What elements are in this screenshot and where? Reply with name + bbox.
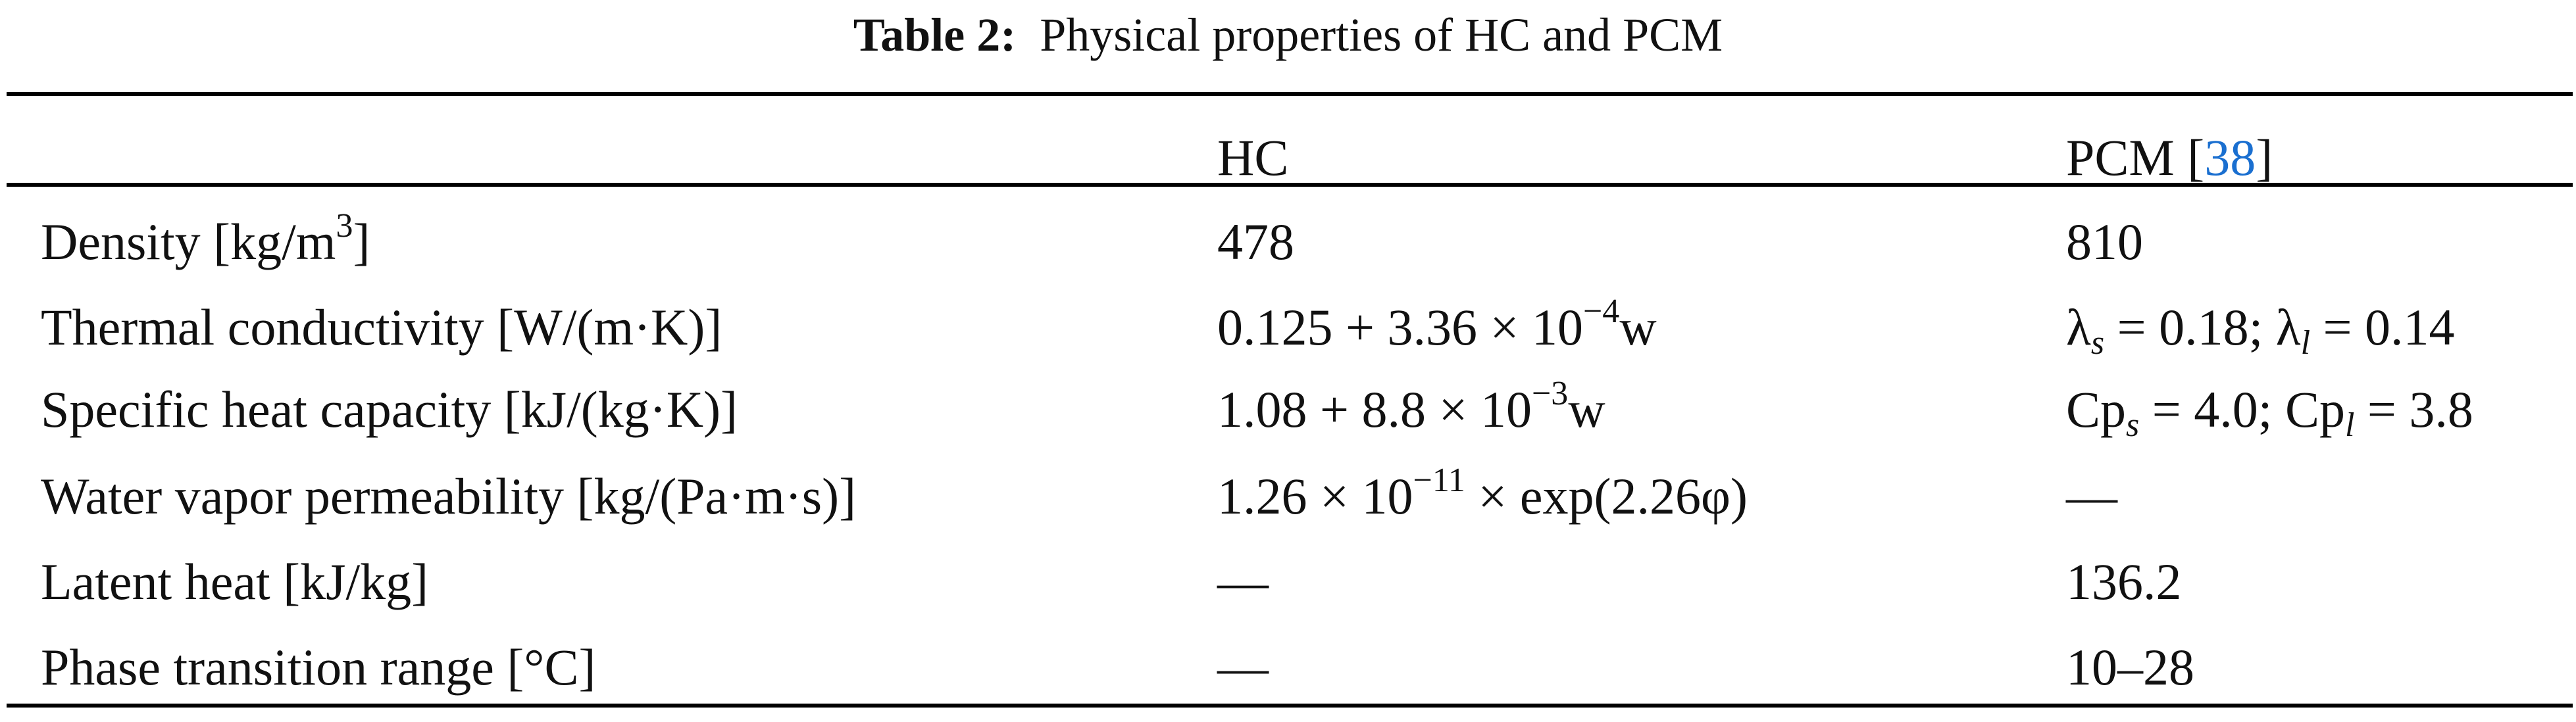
hc-cell: 1.26 × 10−11 × exp(2.26φ) bbox=[1217, 462, 1748, 536]
hc-sup: −4 bbox=[1582, 293, 1620, 330]
property-cell: Thermal conductivity [W/(m·K)] bbox=[41, 299, 722, 356]
citation-link[interactable]: 38 bbox=[2204, 129, 2256, 186]
pcm-value: = 4.0; Cp bbox=[2139, 381, 2345, 438]
property-cell: Latent heat [kJ/kg] bbox=[41, 553, 429, 610]
hc-text: 0.125 + 3.36 × 10 bbox=[1217, 299, 1583, 356]
hc-end: × exp(2.26φ) bbox=[1465, 468, 1748, 525]
pcm-value: = 3.8 bbox=[2354, 381, 2473, 438]
table-row: Density [kg/m3] 478 810 bbox=[0, 207, 2576, 275]
header-hc: HC bbox=[1217, 129, 1289, 186]
pcm-sub: l bbox=[2344, 406, 2355, 444]
pcm-cell: — bbox=[2066, 468, 2117, 525]
pcm-sub: l bbox=[2300, 324, 2311, 362]
pcm-sub: s bbox=[2126, 406, 2140, 444]
pcm-cell: λs = 0.18; λl = 0.14 bbox=[2066, 295, 2455, 367]
hc-sup: −3 bbox=[1531, 375, 1569, 412]
hc-text: 1.26 × 10 bbox=[1217, 468, 1413, 525]
pcm-cell: 810 bbox=[2066, 213, 2143, 270]
property-cell: Density [kg/m3] bbox=[41, 207, 370, 281]
pcm-symbol: λ bbox=[2066, 299, 2091, 356]
header-pcm-label: PCM [ bbox=[2066, 129, 2205, 186]
table-row: Phase transition range [°C] — 10–28 bbox=[0, 635, 2576, 700]
property-cell: Specific heat capacity [kJ/(kg·K)] bbox=[41, 381, 738, 438]
hc-end: w bbox=[1568, 381, 1605, 438]
property-cell: Phase transition range [°C] bbox=[41, 638, 596, 696]
pcm-cell: 136.2 bbox=[2066, 553, 2182, 610]
property-cell: Water vapor permeability [kg/(Pa·m·s)] bbox=[41, 468, 857, 525]
pcm-symbol: Cp bbox=[2066, 381, 2127, 438]
hc-cell: 0.125 + 3.36 × 10−4w bbox=[1217, 293, 1657, 367]
hc-end: w bbox=[1619, 299, 1657, 356]
table-caption: Table 2: Physical properties of HC and P… bbox=[0, 8, 2576, 62]
bottom-rule bbox=[7, 704, 2573, 708]
header-row: HC PCM [38] bbox=[0, 125, 2576, 191]
pcm-cell: Cps = 4.0; Cpl = 3.8 bbox=[2066, 377, 2473, 449]
pcm-sub: s bbox=[2090, 324, 2105, 362]
property-text: Density [kg/m bbox=[41, 213, 336, 270]
header-pcm-close: ] bbox=[2256, 129, 2273, 186]
table-row: Thermal conductivity [W/(m·K)] 0.125 + 3… bbox=[0, 293, 2576, 362]
pcm-value: = 0.14 bbox=[2310, 299, 2455, 356]
pcm-value: = 0.18; λ bbox=[2104, 299, 2301, 356]
header-rule bbox=[7, 183, 2573, 187]
table-row: Latent heat [kJ/kg] — 136.2 bbox=[0, 549, 2576, 615]
hc-cell: — bbox=[1217, 638, 1269, 696]
table-label: Table 2: bbox=[853, 9, 1017, 61]
hc-text: 1.08 + 8.8 × 10 bbox=[1217, 381, 1532, 438]
table-row: Specific heat capacity [kJ/(kg·K)] 1.08 … bbox=[0, 375, 2576, 444]
hc-cell: 1.08 + 8.8 × 10−3w bbox=[1217, 375, 1605, 449]
hc-cell: — bbox=[1217, 553, 1269, 610]
table-row: Water vapor permeability [kg/(Pa·m·s)] 1… bbox=[0, 462, 2576, 529]
top-rule bbox=[7, 92, 2573, 96]
hc-cell: 478 bbox=[1217, 213, 1294, 270]
header-pcm: PCM [38] bbox=[2066, 125, 2273, 191]
property-sup: 3 bbox=[336, 207, 353, 245]
pcm-cell: 10–28 bbox=[2066, 638, 2194, 696]
table-title: Physical properties of HC and PCM bbox=[1040, 9, 1723, 61]
property-end: ] bbox=[353, 213, 370, 270]
hc-sup: −11 bbox=[1413, 462, 1465, 499]
